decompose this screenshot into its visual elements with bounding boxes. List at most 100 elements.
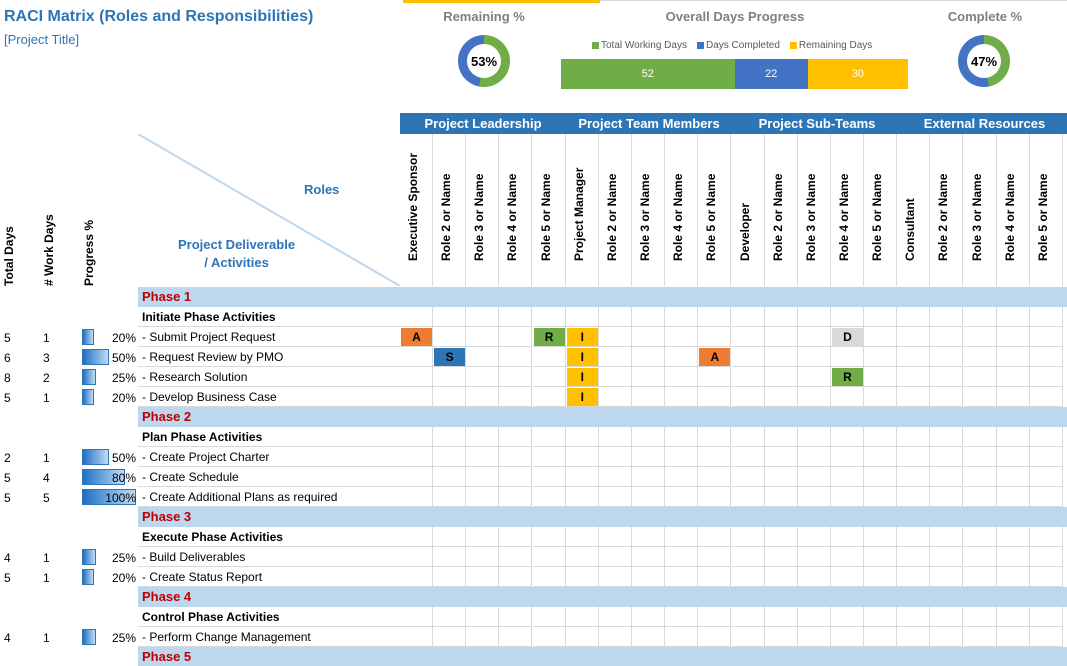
role-header-17[interactable]: Role 2 or Name — [930, 134, 964, 286]
raci-cell[interactable] — [996, 387, 1030, 407]
total-days-header[interactable]: Total Days — [2, 226, 16, 286]
raci-cell[interactable]: I — [565, 367, 599, 387]
raci-cell[interactable] — [963, 607, 997, 627]
work-days-cell[interactable]: 3 — [43, 351, 50, 365]
raci-cell[interactable] — [499, 467, 533, 487]
raci-cell[interactable] — [466, 387, 500, 407]
role-header-12[interactable]: Role 2 or Name — [765, 134, 798, 286]
progress-cell[interactable]: 25% — [82, 629, 138, 645]
raci-cell[interactable] — [996, 327, 1030, 347]
raci-cell[interactable] — [1029, 567, 1063, 587]
raci-cell[interactable] — [532, 567, 566, 587]
raci-cell[interactable] — [433, 627, 467, 647]
raci-cell[interactable] — [731, 327, 765, 347]
raci-cell[interactable] — [499, 447, 533, 467]
work-days-cell[interactable]: 5 — [43, 491, 50, 505]
raci-cell[interactable] — [698, 627, 732, 647]
raci-cell[interactable] — [466, 547, 500, 567]
progress-cell[interactable]: 50% — [82, 449, 138, 465]
raci-cell[interactable] — [764, 367, 798, 387]
role-header-15[interactable]: Role 5 or Name — [864, 134, 898, 286]
raci-cell[interactable] — [1029, 467, 1063, 487]
raci-cell[interactable] — [632, 427, 666, 447]
raci-cell[interactable] — [466, 567, 500, 587]
raci-cell[interactable] — [532, 307, 566, 327]
raci-cell[interactable] — [433, 487, 467, 507]
raci-cell[interactable] — [864, 367, 898, 387]
raci-cell[interactable] — [996, 487, 1030, 507]
raci-cell[interactable] — [830, 347, 864, 367]
raci-cell[interactable] — [665, 547, 699, 567]
work-days-cell[interactable]: 1 — [43, 571, 50, 585]
raci-cell[interactable] — [499, 347, 533, 367]
raci-cell[interactable] — [532, 547, 566, 567]
raci-cell[interactable] — [400, 607, 433, 627]
activity-group-label[interactable]: Control Phase Activities — [142, 610, 280, 624]
raci-cell[interactable] — [996, 307, 1030, 327]
raci-cell[interactable] — [632, 607, 666, 627]
raci-cell[interactable] — [764, 387, 798, 407]
raci-cell[interactable] — [930, 607, 964, 627]
raci-cell[interactable] — [764, 327, 798, 347]
raci-cell[interactable] — [400, 547, 433, 567]
raci-cell[interactable] — [466, 367, 500, 387]
raci-cell[interactable] — [400, 367, 433, 387]
raci-cell[interactable] — [930, 527, 964, 547]
work-days-cell[interactable]: 4 — [43, 471, 50, 485]
raci-cell[interactable] — [698, 467, 732, 487]
raci-cell[interactable] — [930, 367, 964, 387]
raci-cell[interactable] — [864, 347, 898, 367]
raci-cell[interactable] — [466, 607, 500, 627]
raci-cell[interactable] — [897, 527, 931, 547]
raci-cell[interactable] — [665, 367, 699, 387]
progress-cell[interactable]: 50% — [82, 349, 138, 365]
raci-cell[interactable] — [632, 327, 666, 347]
raci-cell[interactable] — [565, 467, 599, 487]
work-days-cell[interactable]: 1 — [43, 451, 50, 465]
raci-cell[interactable] — [764, 527, 798, 547]
raci-cell[interactable] — [532, 527, 566, 547]
phase-label[interactable]: Phase 4 — [142, 589, 192, 604]
raci-cell[interactable] — [731, 307, 765, 327]
raci-cell[interactable] — [930, 547, 964, 567]
raci-cell[interactable] — [731, 467, 765, 487]
raci-cell[interactable] — [466, 527, 500, 547]
raci-cell[interactable]: A — [400, 327, 433, 347]
raci-cell[interactable] — [400, 387, 433, 407]
role-header-5[interactable]: Role 5 or Name — [533, 134, 566, 286]
raci-cell[interactable] — [1029, 487, 1063, 507]
raci-cell[interactable] — [963, 387, 997, 407]
raci-cell[interactable] — [830, 387, 864, 407]
raci-cell[interactable]: I — [565, 387, 599, 407]
raci-cell[interactable] — [731, 627, 765, 647]
raci-cell[interactable] — [797, 627, 831, 647]
progress-header[interactable]: Progress % — [82, 219, 96, 286]
raci-cell[interactable] — [764, 427, 798, 447]
raci-cell[interactable] — [532, 347, 566, 367]
raci-cell[interactable] — [731, 347, 765, 367]
raci-cell[interactable] — [930, 487, 964, 507]
raci-cell[interactable] — [433, 387, 467, 407]
raci-cell[interactable] — [598, 467, 632, 487]
days-progress-bar[interactable]: 52 22 30 — [561, 59, 908, 89]
raci-cell[interactable] — [930, 307, 964, 327]
role-header-18[interactable]: Role 3 or Name — [964, 134, 997, 286]
raci-cell[interactable] — [565, 567, 599, 587]
raci-cell[interactable] — [930, 447, 964, 467]
raci-cell[interactable] — [532, 607, 566, 627]
role-header-4[interactable]: Role 4 or Name — [499, 134, 533, 286]
raci-cell[interactable] — [864, 547, 898, 567]
raci-cell[interactable] — [698, 487, 732, 507]
raci-cell[interactable] — [433, 607, 467, 627]
work-days-cell[interactable]: 1 — [43, 631, 50, 645]
phase-label[interactable]: Phase 3 — [142, 509, 192, 524]
raci-cell[interactable] — [400, 447, 433, 467]
raci-cell[interactable] — [433, 327, 467, 347]
raci-cell[interactable] — [698, 547, 732, 567]
raci-cell[interactable] — [598, 487, 632, 507]
raci-cell[interactable] — [930, 387, 964, 407]
role-header-20[interactable]: Role 5 or Name — [1030, 134, 1063, 286]
raci-cell[interactable] — [797, 447, 831, 467]
role-header-2[interactable]: Role 2 or Name — [433, 134, 467, 286]
role-header-14[interactable]: Role 4 or Name — [831, 134, 864, 286]
